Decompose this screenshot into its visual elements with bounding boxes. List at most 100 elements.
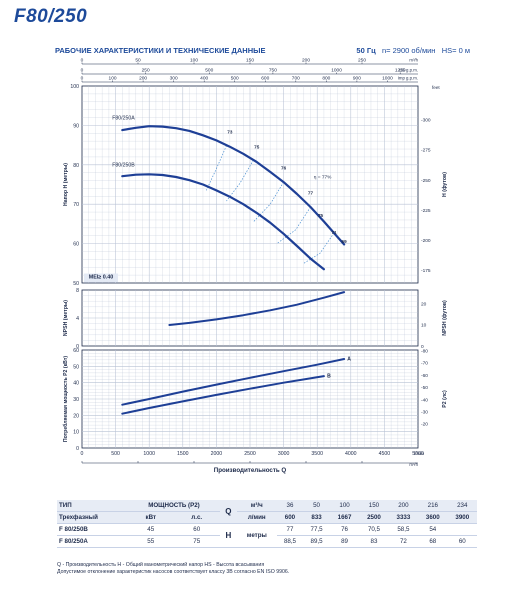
table-h-unit: метры: [236, 523, 277, 548]
table-h-value: [447, 523, 477, 536]
head-curve-series: [121, 173, 325, 271]
m3h-tick-label: 150: [246, 58, 254, 64]
head-ytick-label: 100: [70, 84, 79, 90]
table-q-m3h: 100: [329, 500, 360, 512]
table-q-letter: Q: [219, 500, 237, 524]
head-ytick-right-label: -225: [421, 208, 431, 214]
usgpm-tick-label: 0: [81, 68, 84, 74]
head-ytick-right-label: -275: [421, 148, 431, 154]
table-row-hp: 60: [173, 523, 220, 536]
head-ytick-label: 90: [73, 123, 79, 129]
power-ytick-right-label: -80: [421, 349, 428, 355]
table-h-value: 77: [276, 523, 304, 536]
table-q-m3h: 200: [388, 500, 419, 512]
x-tick-label: 1500: [177, 451, 189, 457]
head-ytick-right-label: -300: [421, 118, 431, 124]
head-ylabel-right: H (футов): [441, 172, 448, 197]
npsh-ytick-label: 4: [76, 316, 79, 322]
header-hs: HS= 0 м: [441, 46, 470, 55]
impgpm-tick-label: 500: [231, 76, 239, 82]
head-ytick-label: 80: [73, 163, 79, 169]
npsh-curve-series: [168, 291, 346, 326]
npsh-ytick-right-label: 20: [421, 301, 427, 307]
npsh-ytick-right-label: 0: [421, 344, 424, 350]
head-ylabel: Напор H (метры): [63, 163, 69, 206]
x-tick-label: 1000: [143, 451, 155, 457]
x-tick-label: 4500: [379, 451, 391, 457]
x-tick-label: 2500: [244, 451, 256, 457]
table-h-value: 72: [388, 535, 419, 548]
efficiency-label: 76: [281, 166, 287, 171]
table-col-phase: Трехфазный: [57, 511, 128, 524]
mei-label: MEI≥ 0.40: [89, 274, 114, 280]
power-ytick-label: 40: [73, 381, 79, 387]
table-h-value: 76: [329, 523, 360, 536]
usgpm-tick-label: 250: [142, 68, 150, 74]
head-ytick-right-label: -200: [421, 238, 431, 244]
power-ytick-label: 0: [76, 446, 79, 452]
table-q-m3h: 216: [418, 500, 448, 512]
power-ytick-right-label: -60: [421, 373, 428, 379]
impgpm-tick-label: 400: [200, 76, 208, 82]
usgpm-tick-label: 1000: [331, 68, 342, 74]
table-h-value: 68: [418, 535, 448, 548]
x-axis-label: Производительность Q: [214, 467, 287, 474]
power-series-label: B: [327, 374, 331, 380]
footer-line-1: Q - Производительность H - Общий маномет…: [57, 562, 265, 568]
npsh-ytick-label: 8: [76, 288, 79, 294]
table-col-hp: л.с.: [173, 511, 220, 524]
table-row-hp: 75: [173, 535, 220, 548]
power-ytick-label: 20: [73, 413, 79, 419]
npsh-ylabel: NPSH (метры): [63, 300, 69, 336]
efficiency-label: 77: [308, 191, 314, 196]
table-h-value: 83: [359, 535, 389, 548]
table-unit-m3h: м³/ч: [236, 500, 277, 512]
table-q-lmin: 1667: [329, 511, 360, 524]
table-q-lmin: 3333: [388, 511, 419, 524]
page-title: F80/250: [14, 6, 88, 27]
performance-chart: 0 50 100 150 200 250 m³/h0 250 500 750 1000 1250US …: [62, 58, 448, 475]
table-q-m3h: 150: [359, 500, 389, 512]
head-ytick-label: 60: [73, 242, 79, 248]
impgpm-tick-label: 600: [261, 76, 269, 82]
table-row-type: F 80/250B: [57, 523, 128, 536]
npsh-ylabel-right: NPSH (футов): [441, 300, 448, 336]
table-row-kw: 55: [128, 535, 174, 548]
impgpm-tick-label: 100: [109, 76, 117, 82]
npsh-ytick-label: 0: [76, 344, 79, 350]
efficiency-label: 75: [254, 144, 260, 149]
m3h-tick-label: 100: [190, 58, 198, 64]
impgpm-tick-label: 1000: [382, 76, 393, 82]
header-left: РАБОЧИЕ ХАРАКТЕРИСТИКИ И ТЕХНИЧЕСКИЕ ДАН…: [55, 46, 266, 55]
power-ytick-right-label: -30: [421, 409, 428, 415]
table-q-lmin: 2500: [359, 511, 389, 524]
x-tick-label: 3500: [311, 451, 323, 457]
table-row-type: F 80/250A: [57, 535, 128, 548]
power-ylabel-right: P2 (лс): [442, 390, 448, 408]
x-tick-label: 4000: [345, 451, 357, 457]
table-h-value: 77,5: [303, 523, 330, 536]
impgpm-tick-label: 800: [322, 76, 330, 82]
efficiency-note: η = 77%: [314, 175, 332, 181]
power-ytick-label: 60: [73, 348, 79, 354]
footer-line-2: Допустимое отклонение характеристик насо…: [57, 569, 290, 575]
power-curve-series: [121, 375, 325, 415]
table-row-kw: 45: [128, 523, 174, 536]
table-h-value: 54: [418, 523, 448, 536]
table-q-lmin: 600: [276, 511, 304, 524]
m3h-tick-label: 0: [81, 58, 84, 64]
head-ytick-label: 50: [73, 281, 79, 287]
table-q-m3h: 36: [276, 500, 304, 512]
x-tick-label: 500: [111, 451, 120, 457]
efficiency-label: 71: [331, 230, 337, 235]
power-series-label: A: [347, 356, 351, 362]
power-ytick-label: 10: [73, 430, 79, 436]
impgpm-unit-label: Imp g.p.m.: [398, 76, 418, 81]
power-ytick-right-label: -70: [421, 361, 428, 367]
x-unit-m3h-bottom: m³/h: [409, 462, 418, 467]
table-q-m3h: 234: [447, 500, 477, 512]
impgpm-tick-label: 700: [292, 76, 300, 82]
usgpm-tick-label: 750: [269, 68, 277, 74]
table-col-power: МОЩНОСТЬ (Р2): [128, 500, 220, 512]
header-speed: n= 2900 об/мин: [381, 46, 436, 55]
